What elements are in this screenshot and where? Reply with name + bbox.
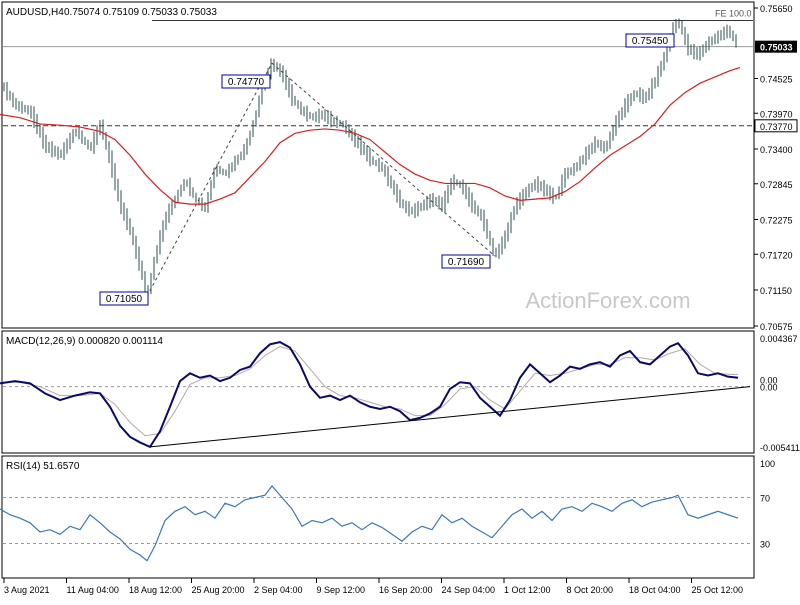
sma-line [0,66,741,205]
annotation-box [221,74,271,89]
annotation-label: 0.74770 [228,77,265,88]
level-marker-label: 0.73770 [760,122,793,132]
rsi-line [0,485,739,562]
macd-tick-label: -0.005411 [760,443,800,453]
macd-panel-frame [1,330,755,454]
current-price-marker [755,40,797,53]
annotation-label: 0.71050 [106,294,143,305]
x-tick-label: 25 Oct 12:00 [692,585,744,595]
swing-dashed-line [271,62,496,257]
annotation-box [625,33,675,48]
price-tick-label: 0.72845 [760,180,793,190]
fe-label: FE 100.0 [715,9,752,19]
symbol-label: AUDUSD,H4 [6,7,64,18]
annotation-label: 0.71690 [448,257,485,268]
rsi-panel-frame [1,455,755,579]
macd-line [0,341,739,449]
x-tick-label: 9 Sep 12:00 [317,585,366,595]
ohlc-label: 0.75074 0.75109 0.75033 0.75033 [64,7,217,18]
swing-dashed-line [146,62,273,297]
price-tick-label: 0.73400 [760,145,793,155]
rsi-title: RSI(14) 51.6570 [6,461,80,472]
x-tick-label: 25 Aug 20:00 [192,585,245,595]
macd-title: MACD(12,26,9) 0.000820 0.001114 [6,336,163,347]
annotation-label: 0.75450 [632,36,669,47]
x-tick-label: 8 Oct 20:00 [567,585,614,595]
price-tick-label: 0.75650 [760,4,793,14]
x-tick-label: 24 Sep 04:00 [442,585,496,595]
x-tick-label: 16 Sep 20:00 [379,585,433,595]
rsi-plot [0,485,753,562]
x-tick-label: 11 Aug 04:00 [67,585,119,595]
x-tick-label: 3 Aug 2021 [4,585,50,595]
x-tick-label: 18 Oct 04:00 [629,585,681,595]
price-plot: FE 100.0 0.71050 0.74770 0.71690 0.75450 [0,9,753,306]
candles [3,18,737,295]
annotation-box [99,291,149,306]
rsi-tick-label: 100 [760,459,775,469]
price-tick-label: 0.72275 [760,215,793,225]
axes: 0.75650 0.74525 0.73970 0.73400 0.72845 0.722… [3,4,800,595]
price-tick-label: 0.71150 [760,286,792,296]
annotation-box [441,254,491,269]
price-tick-label: 0.74525 [760,74,793,84]
macd-signal-line [0,346,738,437]
macd-plot [0,341,753,449]
price-panel-frame [1,1,755,329]
price-tick-label: 0.70575 [760,322,793,332]
macd-trendline [149,386,751,448]
watermark: ActionForex.com [525,288,690,313]
macd-side-label: 0.00 [760,376,778,386]
macd-tick-label: 0.00 [760,383,778,393]
x-tick-label: 2 Sep 04:00 [254,585,303,595]
macd-tick-label: 0.004367 [760,334,798,344]
price-tick-label: 0.71720 [760,250,793,260]
current-price-label: 0.75033 [760,43,793,53]
rsi-tick-label: 30 [760,540,770,550]
level-marker [754,119,798,133]
x-tick-label: 18 Aug 12:00 [129,585,182,595]
rsi-tick-label: 70 [760,494,770,504]
x-tick-label: 1 Oct 12:00 [504,585,551,595]
price-tick-label: 0.73970 [760,109,793,119]
